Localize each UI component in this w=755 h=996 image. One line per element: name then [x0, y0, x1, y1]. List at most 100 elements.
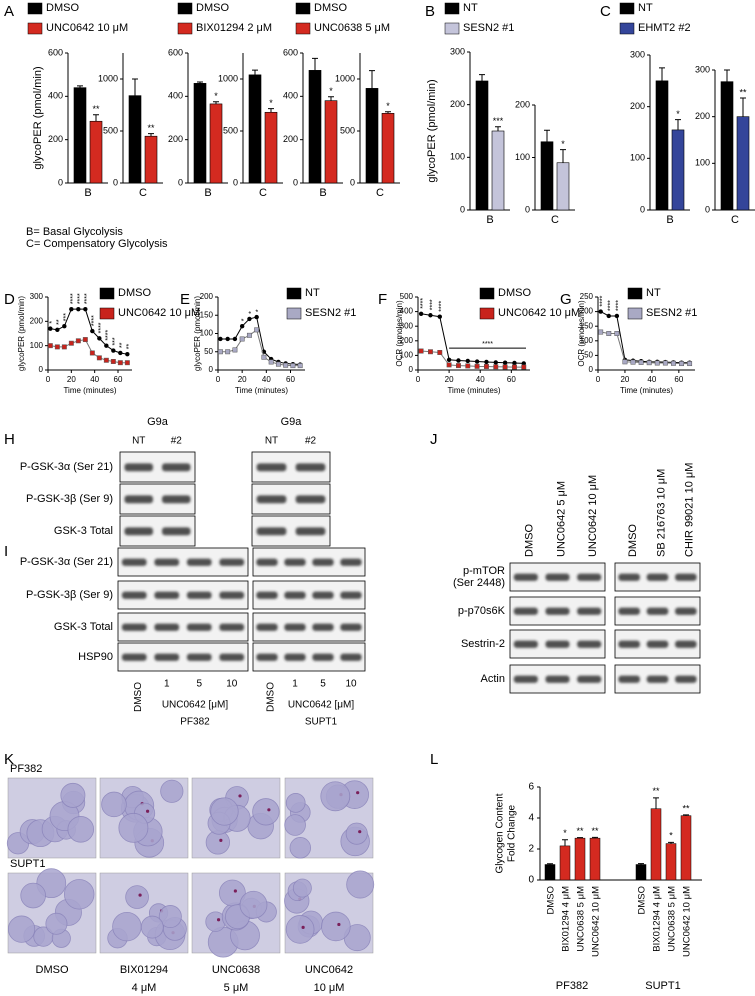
error-bar: [675, 119, 681, 130]
point: [521, 364, 527, 370]
significance: ****: [439, 301, 446, 312]
x-tick-label: DMSO: [637, 886, 648, 915]
y-tick-label: 4: [528, 813, 534, 824]
y-tick-label: 500: [103, 125, 118, 135]
point: [54, 344, 60, 350]
panel-letter: F: [378, 291, 387, 308]
blot-band: [513, 640, 538, 648]
lane-label: NT: [265, 436, 278, 447]
blot-band: [295, 495, 326, 504]
lane-label: DMSO: [524, 524, 536, 557]
bar: [193, 83, 207, 184]
y-tick-label: 100: [200, 329, 214, 338]
blot-band: [256, 463, 287, 472]
cell: [346, 870, 375, 899]
error-bar: [148, 133, 154, 137]
point: [246, 332, 252, 338]
bar: [540, 141, 554, 211]
panel-letter: B: [425, 3, 435, 20]
error-bar: [385, 111, 391, 114]
legend-label: NT: [305, 287, 320, 299]
cell: [63, 879, 95, 910]
legend-swatch: [627, 307, 643, 320]
blot-band: [284, 591, 306, 599]
point: [76, 306, 81, 312]
y-tick-label: 100: [695, 158, 710, 168]
panel-letter: K: [4, 751, 14, 768]
significance: ****: [91, 315, 98, 326]
row-label: P-GSK-3β (Ser 9): [26, 589, 113, 601]
y-tick-label: 200: [630, 101, 645, 111]
stain-dot: [138, 893, 142, 897]
row-label: P-GSK-3α (Ser 21): [20, 556, 113, 568]
point: [118, 350, 123, 356]
blot-band: [675, 675, 697, 683]
legend-swatch: [479, 307, 495, 320]
cell: [289, 837, 312, 859]
stain-dot: [238, 794, 242, 798]
y-tick-label: 300: [630, 49, 645, 59]
y-tick-label: 200: [283, 134, 298, 144]
error-bar: [197, 81, 203, 84]
point: [55, 327, 60, 333]
y-tick-label: 6: [528, 782, 534, 793]
point: [474, 359, 480, 364]
point: [418, 348, 424, 354]
x-tick-label: 20: [445, 375, 454, 384]
cell: [140, 915, 164, 939]
significance: ****: [105, 329, 112, 340]
y-tick-label: 0: [640, 204, 645, 214]
y-tick-label: 300: [30, 292, 44, 301]
point: [69, 306, 74, 312]
lane-label: 10: [226, 679, 238, 690]
stain-dot: [301, 925, 305, 929]
bar: [209, 103, 223, 184]
point: [465, 363, 471, 369]
bar: [671, 129, 685, 211]
y-axis-label: OCR (pmoles/min): [577, 300, 586, 367]
panel-letter: E: [180, 291, 190, 308]
stain-dot: [216, 918, 221, 922]
point: [62, 324, 67, 329]
x-tick-label: B: [666, 214, 673, 226]
line: [421, 313, 524, 364]
legend-swatch: [295, 2, 311, 15]
point: [232, 347, 238, 353]
legend-swatch: [99, 287, 115, 300]
blot-band: [618, 675, 640, 683]
y-tick-label: 2: [528, 844, 534, 855]
lane-label: 5: [320, 679, 326, 690]
blot-band: [295, 527, 326, 536]
error-bar: [724, 69, 730, 82]
y-tick-label: 300: [450, 46, 465, 56]
point: [493, 360, 498, 365]
y-tick-label: 400: [48, 91, 63, 101]
blot-band: [340, 653, 362, 661]
bar: [128, 95, 142, 184]
significance: *: [248, 311, 255, 314]
point: [456, 358, 461, 363]
x-tick-label: 60: [114, 375, 123, 384]
cell: [210, 797, 239, 826]
y-axis-label: glycoPER (pmol/min): [426, 79, 438, 182]
point: [446, 357, 452, 362]
point: [239, 324, 245, 329]
legend-label: UNC0642 10 μM: [118, 307, 200, 319]
y-tick-label: 100: [450, 152, 465, 162]
column-label: BIX01294: [120, 964, 168, 976]
error-bar: [659, 67, 665, 81]
point: [427, 349, 433, 355]
blot-band: [618, 573, 640, 581]
cell: [284, 814, 306, 836]
blot-band: [256, 558, 278, 566]
significance: *: [669, 831, 673, 841]
legend-label: EHMT2 #2: [638, 22, 691, 34]
y-tick-label: 50: [204, 347, 213, 356]
significance: *: [386, 101, 390, 111]
bar: [650, 808, 662, 881]
y-tick-label: 0: [39, 365, 44, 374]
blot-band: [577, 640, 602, 648]
x-tick-label: 60: [507, 375, 516, 384]
blot-band: [256, 653, 278, 661]
lane-label: DMSO: [266, 682, 277, 712]
